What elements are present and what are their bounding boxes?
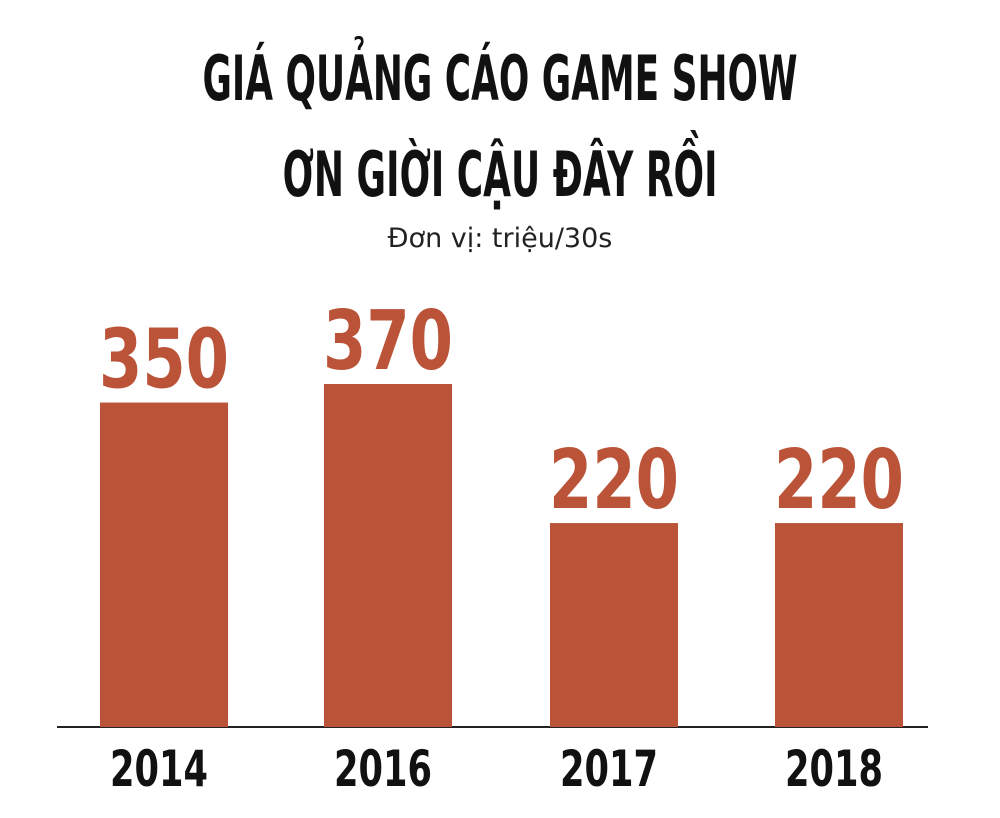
x-tick-label: 2018 (785, 740, 883, 798)
value-label: 220 (549, 433, 679, 528)
chart-title: GIÁ QUẢNG CÁO GAME SHOW (203, 36, 798, 115)
bar (775, 523, 903, 727)
x-tick-label: 2016 (334, 740, 432, 798)
bar (324, 384, 452, 727)
chart-title: ƠN GIỜI CẬU ĐÂY RỒI (283, 130, 718, 211)
bar (550, 523, 678, 727)
value-label: 370 (323, 294, 453, 389)
x-tick-label: 2017 (560, 740, 658, 798)
value-label: 350 (99, 313, 229, 408)
bar (100, 402, 228, 727)
x-tick-label: 2014 (110, 740, 208, 798)
chart-subtitle: Đơn vị: triệu/30s (388, 223, 613, 254)
value-label: 220 (774, 433, 904, 528)
